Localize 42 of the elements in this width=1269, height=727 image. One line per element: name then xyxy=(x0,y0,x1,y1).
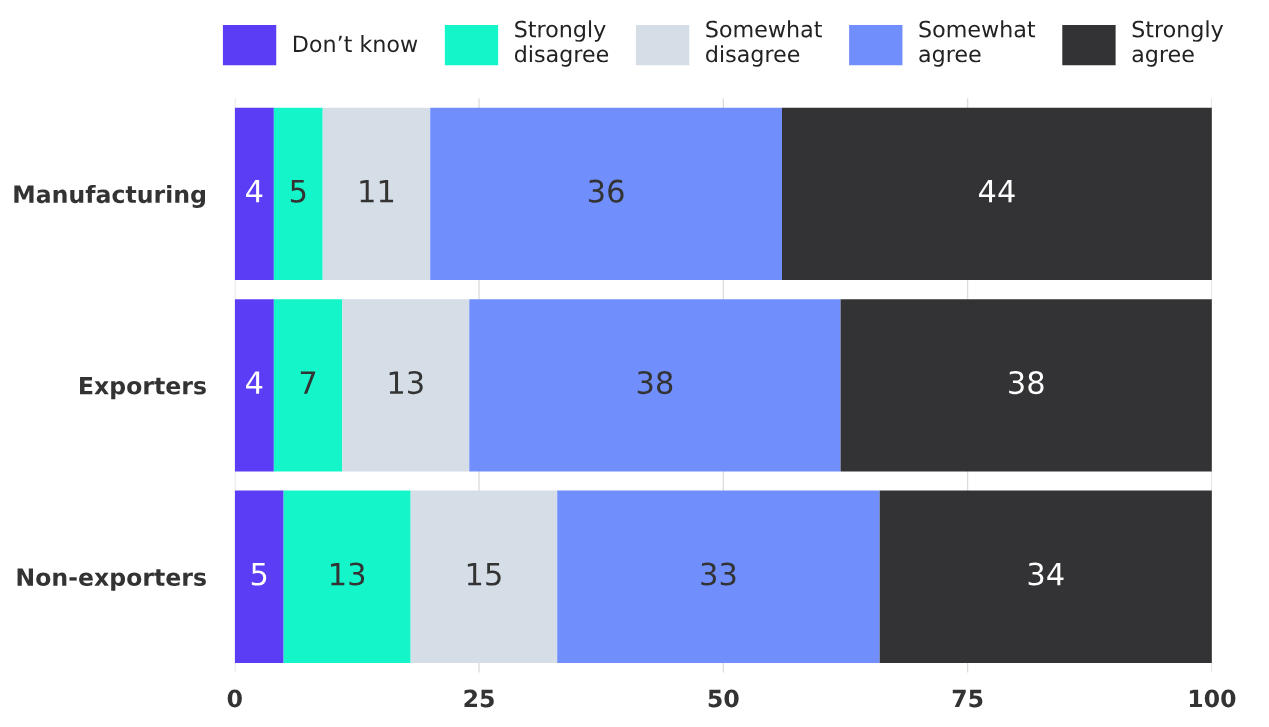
bar xyxy=(879,490,1212,663)
data-label: 15 xyxy=(467,562,501,586)
bar xyxy=(430,107,782,281)
x-tick-label: 0 xyxy=(227,689,242,708)
data-label: 33 xyxy=(701,562,736,586)
bar xyxy=(557,490,880,663)
bar xyxy=(273,107,323,281)
data-label: 4 xyxy=(246,180,263,203)
x-tick-label: 25 xyxy=(464,689,494,708)
data-label: 34 xyxy=(1028,562,1064,586)
bar xyxy=(234,490,284,663)
data-label: 7 xyxy=(300,371,316,394)
data-label: 5 xyxy=(251,562,267,586)
data-label: 44 xyxy=(978,180,1015,203)
data-label: 13 xyxy=(331,562,365,586)
bar xyxy=(469,299,841,472)
x-tick-label: 75 xyxy=(952,689,983,708)
data-label: 11 xyxy=(360,180,394,203)
data-label: 38 xyxy=(637,371,673,395)
legend-label: Somewhat agree xyxy=(919,20,1036,67)
y-tick-label: Manufacturing xyxy=(14,184,206,208)
x-tick-label: 100 xyxy=(1189,689,1236,708)
legend-label: Somewhat disagree xyxy=(706,20,822,67)
bar xyxy=(781,107,1212,281)
bar xyxy=(342,299,470,472)
data-label: 4 xyxy=(246,371,263,394)
data-label: 13 xyxy=(389,371,423,395)
bar xyxy=(283,490,411,663)
data-label: 38 xyxy=(1009,371,1044,395)
x-tick-label: 50 xyxy=(708,689,739,708)
bar xyxy=(273,299,343,472)
data-label: 36 xyxy=(588,179,624,203)
bar xyxy=(322,107,431,281)
bar xyxy=(234,299,274,472)
y-tick-label: Exporters xyxy=(80,377,206,400)
y-tick-label: Non-exporters xyxy=(17,568,206,591)
bar xyxy=(234,107,274,281)
legend-label: Strongly disagree xyxy=(514,20,609,67)
bar xyxy=(840,299,1212,472)
legend-label: Don’t know xyxy=(293,35,418,53)
legend-label: Strongly agree xyxy=(1132,20,1224,67)
data-label: 5 xyxy=(290,180,306,203)
